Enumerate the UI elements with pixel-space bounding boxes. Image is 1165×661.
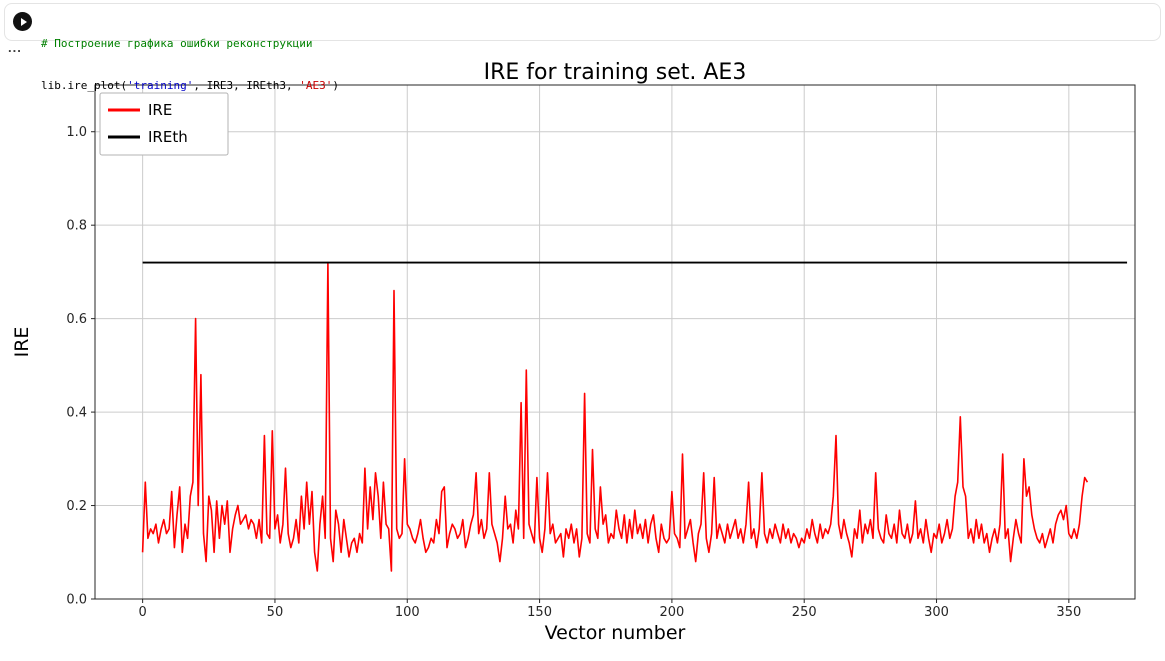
x-tick-label: 50 [267, 605, 284, 620]
chart-figure: 0 50 100 150 200 250 300 350 0.0 0.2 0.4 0.6 0.8 1.0 I… [0, 55, 1165, 655]
code-line: lib.ire_plot('training', IRE3, IREth3, '… [41, 79, 1150, 93]
x-tick-label: 0 [138, 605, 146, 620]
ire-series-line [141, 261, 1089, 572]
x-tick-label: 250 [792, 605, 817, 620]
code-token: ) [332, 79, 340, 92]
code-comment-line: # Построение графика ошибки реконструкци… [41, 37, 313, 50]
y-tick-label: 0.4 [66, 406, 87, 421]
code-token: 'AE3' [299, 79, 333, 92]
y-tick-label: 0.0 [66, 593, 87, 608]
chart-title: IRE for training set. AE3 [484, 60, 747, 85]
x-tick-label: 200 [659, 605, 684, 620]
x-tick-label: 300 [924, 605, 949, 620]
y-tick-label: 1.0 [66, 125, 87, 140]
x-tick-label: 350 [1056, 605, 1081, 620]
x-tick-label: 150 [527, 605, 552, 620]
x-axis-label: Vector number [545, 622, 686, 644]
output-collapse-toggle[interactable]: ... [8, 40, 22, 55]
chart-legend: IRE IREth [99, 92, 229, 156]
y-tick-label: 0.8 [66, 219, 87, 234]
code-cell: # Построение графика ошибки реконструкци… [4, 3, 1161, 92]
legend-entry-label: IREth [148, 128, 188, 146]
play-icon [20, 17, 27, 26]
y-tick-label: 0.2 [66, 499, 87, 514]
x-axis-ticks: 0 50 100 150 200 250 300 350 [138, 599, 1081, 620]
y-axis-label: IRE [11, 327, 33, 358]
code-token: lib.ire_plot( [41, 79, 128, 92]
legend-entry-label: IRE [148, 101, 172, 119]
y-tick-label: 0.6 [66, 312, 87, 327]
code-token: , IRE3, IREth3, [193, 79, 300, 92]
axes-border [94, 84, 1136, 600]
y-axis-ticks: 0.0 0.2 0.4 0.6 0.8 1.0 [66, 125, 95, 608]
code-token: 'training' [127, 79, 194, 92]
x-tick-label: 100 [395, 605, 420, 620]
ire-chart: 0 50 100 150 200 250 300 350 0.0 0.2 0.4 0.6 0.8 1.0 I… [0, 55, 1165, 655]
run-cell-button[interactable] [13, 12, 32, 31]
